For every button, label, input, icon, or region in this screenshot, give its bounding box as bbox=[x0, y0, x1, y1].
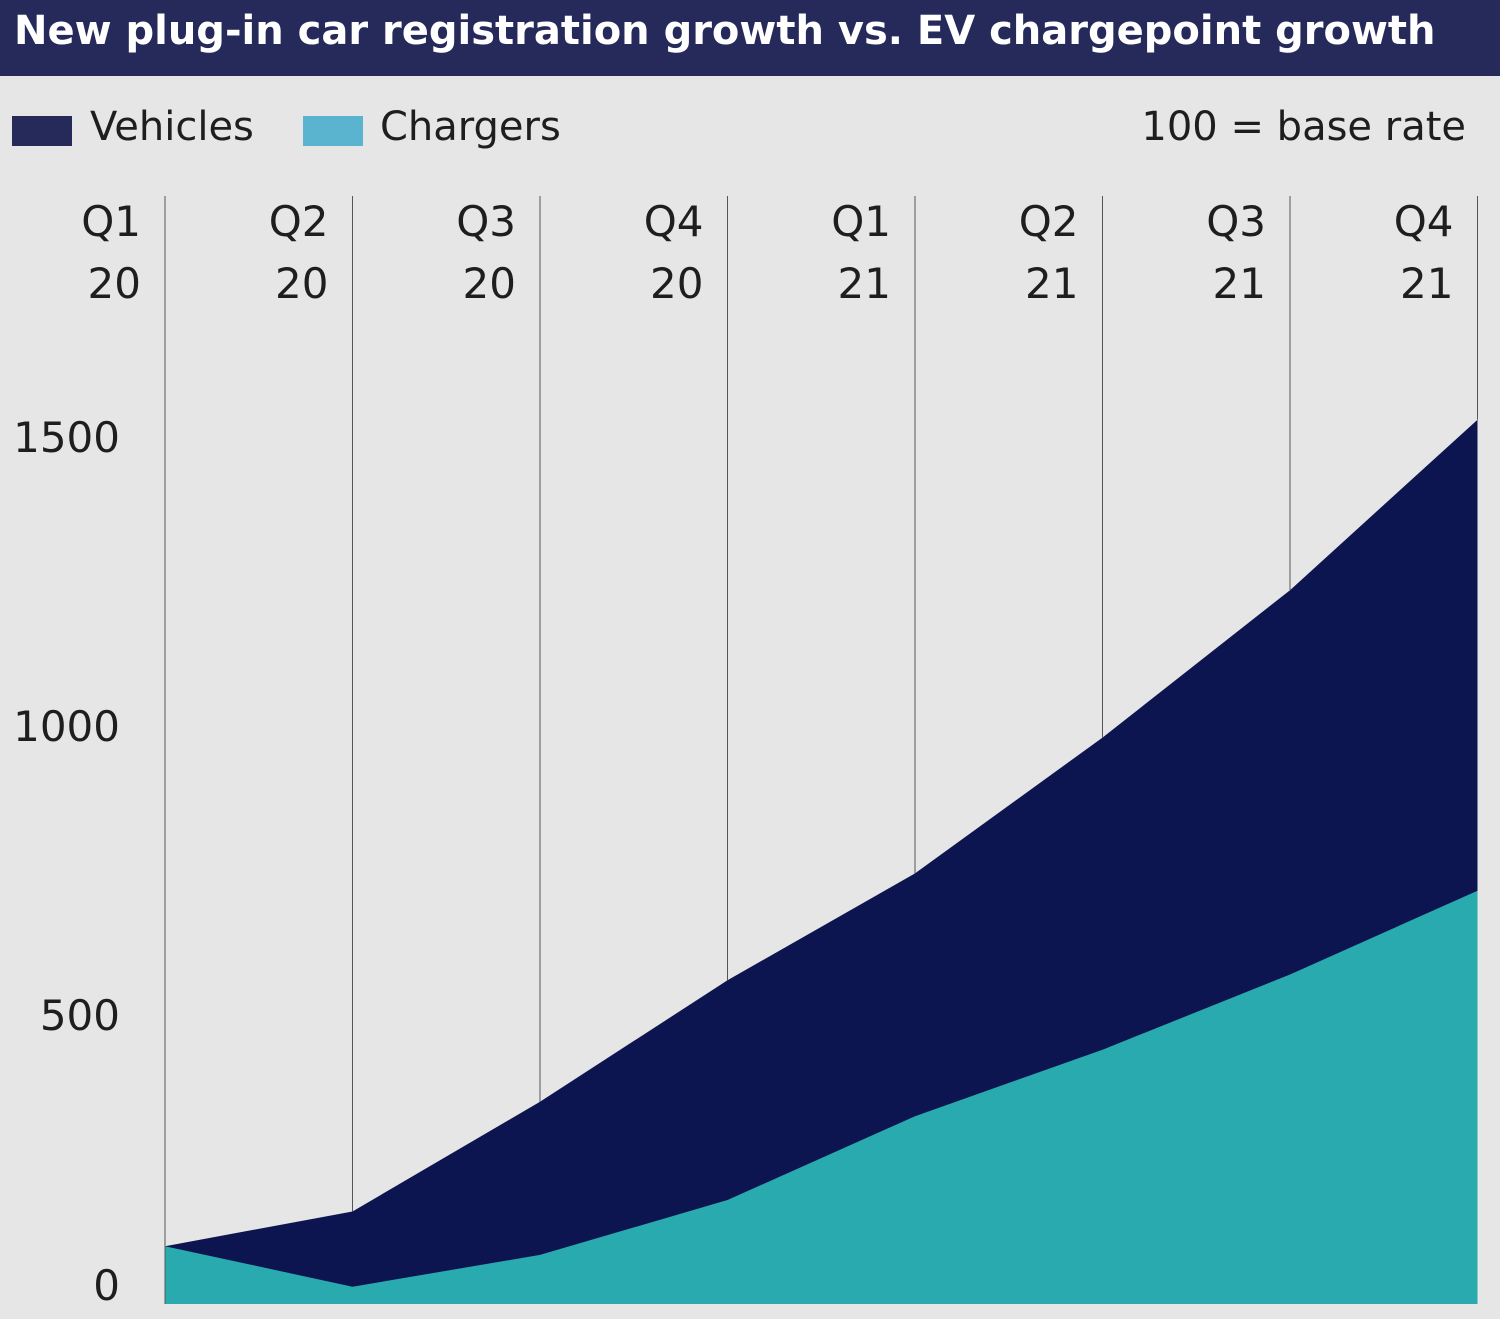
legend-swatch-chargers bbox=[303, 116, 363, 146]
x-tick-label-quarter: Q3 bbox=[1206, 197, 1266, 246]
y-tick-label: 1000 bbox=[13, 702, 120, 751]
legend-item-chargers: Chargers bbox=[303, 104, 583, 154]
legend-item-vehicles: Vehicles bbox=[12, 104, 272, 154]
base-rate-note: 100 = base rate bbox=[1141, 104, 1466, 150]
x-tick-label-quarter: Q1 bbox=[831, 197, 891, 246]
x-tick-label-year: 21 bbox=[1400, 259, 1453, 308]
y-tick-label: 500 bbox=[40, 991, 120, 1040]
y-tick-label: 0 bbox=[93, 1261, 120, 1310]
x-tick-label-year: 20 bbox=[275, 259, 328, 308]
x-tick-label-year: 20 bbox=[88, 259, 141, 308]
x-tick-label-year: 21 bbox=[838, 259, 891, 308]
x-tick-label-quarter: Q3 bbox=[456, 197, 516, 246]
x-tick-label-quarter: Q2 bbox=[269, 197, 329, 246]
chart-title: New plug-in car registration growth vs. … bbox=[14, 8, 1436, 54]
x-tick-label-quarter: Q4 bbox=[1394, 197, 1454, 246]
y-tick-label: 1500 bbox=[13, 413, 120, 462]
x-tick-label-year: 20 bbox=[650, 259, 703, 308]
x-tick-label-year: 20 bbox=[463, 259, 516, 308]
chargers-area bbox=[165, 890, 1478, 1304]
legend-label-vehicles: Vehicles bbox=[90, 104, 254, 150]
legend-swatch-vehicles bbox=[12, 116, 72, 146]
title-bar: New plug-in car registration growth vs. … bbox=[0, 0, 1500, 76]
x-tick-label-quarter: Q4 bbox=[644, 197, 704, 246]
legend-label-chargers: Chargers bbox=[380, 104, 561, 150]
x-tick-label-year: 21 bbox=[1025, 259, 1078, 308]
x-tick-label-quarter: Q1 bbox=[81, 197, 141, 246]
x-tick-label-quarter: Q2 bbox=[1019, 197, 1079, 246]
x-tick-label-year: 21 bbox=[1213, 259, 1266, 308]
